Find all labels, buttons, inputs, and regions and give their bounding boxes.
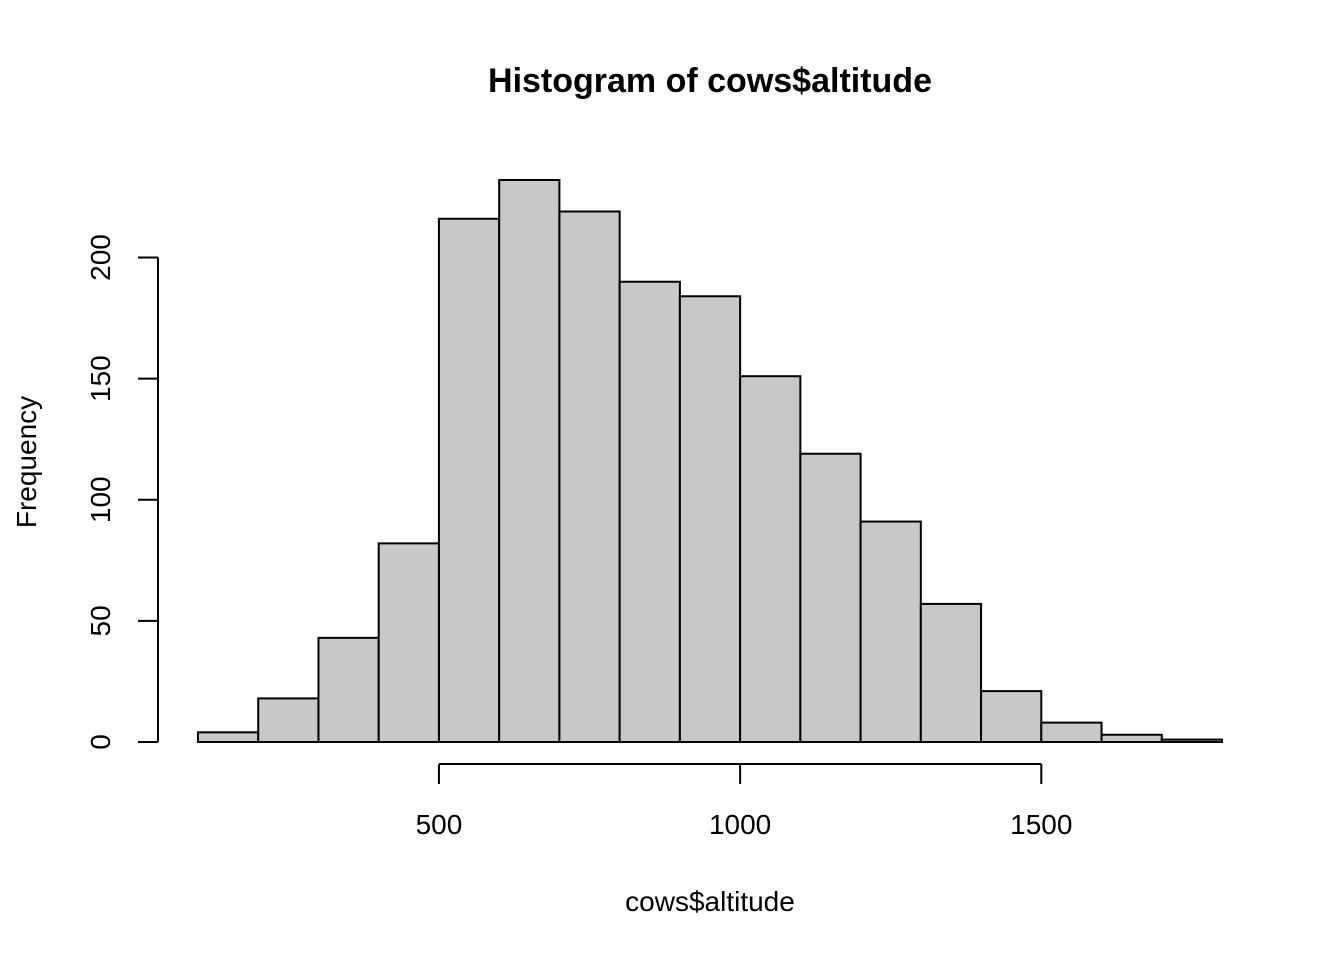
x-tick-label: 1500 [1010, 809, 1072, 840]
x-tick-label: 1000 [709, 809, 771, 840]
y-axis-label: Frequency [11, 396, 42, 528]
histogram-bar [1100, 733, 1163, 744]
histogram-bar [678, 295, 742, 743]
bars-group [197, 179, 1223, 744]
histogram-bar [558, 210, 621, 743]
histogram-bar [1040, 721, 1103, 743]
histogram-bar [377, 542, 440, 743]
histogram-bar [980, 690, 1043, 744]
x-tick-label: 500 [416, 809, 463, 840]
x-axis-label: cows$altitude [625, 886, 795, 917]
histogram-bar [859, 520, 922, 744]
y-tick-label: 150 [85, 355, 116, 402]
y-tick-label: 50 [85, 605, 116, 636]
chart-title: Histogram of cows$altitude [488, 62, 932, 100]
histogram-bar [197, 731, 260, 744]
y-tick-label: 0 [85, 734, 116, 750]
histogram-bar [257, 697, 320, 743]
y-tick-label: 100 [85, 476, 116, 523]
histogram-bar [739, 375, 802, 743]
x-axis: 500 1000 1500 [416, 763, 1072, 840]
y-axis: 0 50 100 150 200 [85, 234, 159, 750]
histogram-bar [618, 280, 681, 743]
y-tick-label: 200 [85, 234, 116, 281]
histogram-bar [799, 452, 862, 743]
histogram-bar [437, 217, 501, 744]
histogram-bar [919, 602, 983, 744]
histogram-bar [498, 179, 561, 743]
histogram-bar [317, 636, 380, 743]
histogram-bar [1160, 738, 1223, 743]
